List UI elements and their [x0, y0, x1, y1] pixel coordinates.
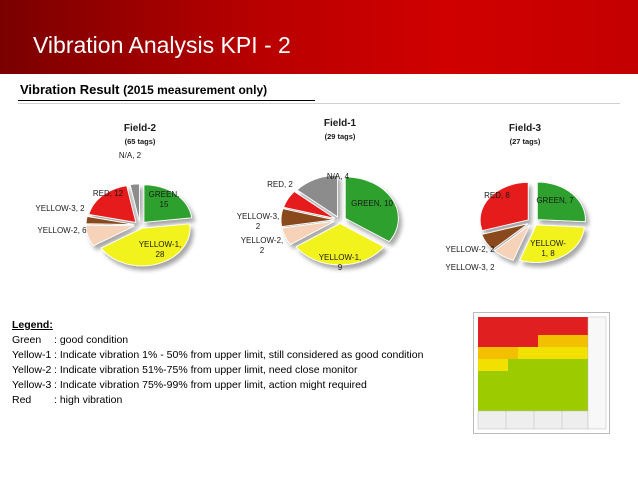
page-title: Vibration Analysis KPI - 2: [33, 32, 291, 58]
pie-slice-na: [129, 183, 140, 222]
legend-text: : high vibration: [54, 394, 123, 406]
pie-data-label: GREEN, 10: [351, 199, 393, 208]
pie-data-label: YELLOW-3, 2: [35, 204, 85, 213]
legend-text: : good condition: [54, 334, 129, 346]
legend-key: Yellow-1: [12, 349, 52, 361]
pie-title: Field-1: [324, 118, 357, 129]
pie-chart-field-2: Field-2 (65 tags) GREEN, 15 YELLOW-1, 28 YELLO…: [35, 123, 193, 267]
pie-slice-yellow3: [280, 208, 335, 227]
pie-slices: [280, 174, 399, 266]
pie-data-label: YELLOW-1, 8: [530, 239, 566, 258]
pie-slice-green: [344, 176, 399, 243]
pie-data-label: YELLOW-2, 6: [37, 226, 87, 235]
pie-slice-yellow: [295, 223, 385, 266]
legend-row-yellow3: Yellow-3: Indicate vibration 75%-99% fro…: [12, 378, 423, 393]
legend-row-red: Red : high vibration: [12, 393, 423, 408]
pie-data-label: GREEN, 15: [149, 190, 180, 209]
pie-data-label: YELLOW-3, 2: [237, 212, 280, 231]
legend-row-yellow1: Yellow-1: Indicate vibration 1% - 50% fr…: [12, 348, 423, 363]
pie-title: Field-2: [124, 123, 157, 134]
pie-data-label: YELLOW-2, 2: [445, 245, 495, 254]
vibration-severity-table-image: [473, 312, 610, 434]
pie-data-label: YELLOW-3, 2: [445, 263, 495, 272]
legend-row-yellow2: Yellow-2: Indicate vibration 51%-75% fro…: [12, 363, 423, 378]
pie-data-label: RED, 2: [267, 180, 293, 189]
pie-data-label: YELLOW-1, 28: [139, 240, 182, 259]
pie-data-label: YELLOW-2, 2: [241, 236, 284, 255]
pie-chart-field-3: Field-3 (27 tags) GREEN, 7 YELLOW-1, 8 YELLO…: [445, 123, 586, 272]
legend-key: Yellow-2: [12, 364, 52, 376]
pie-data-label: YELLOW-1, 9: [319, 253, 362, 272]
legend: Legend: Green: good condition Yellow-1: …: [12, 318, 423, 408]
pie-data-label: N/A, 4: [327, 172, 350, 181]
chart-frame-line: [18, 103, 620, 104]
pie-slice-green: [536, 181, 586, 223]
legend-text: : Indicate vibration 1% - 50% from upper…: [54, 349, 424, 361]
legend-key: Yellow-3: [12, 379, 52, 391]
pie-slice-yellow3: [85, 216, 135, 225]
legend-text: : Indicate vibration 51%-75% from upper …: [54, 364, 358, 376]
pie-slice-red: [479, 182, 529, 232]
legend-key: Red: [12, 394, 32, 406]
pie-title: Field-3: [509, 123, 542, 134]
pie-subtitle: (29 tags): [325, 132, 356, 141]
pie-chart-field-1: Field-1 (29 tags) GREEN, 10 YELLOW-1, 9 YELLO…: [237, 118, 399, 272]
severity-table-graphic: [477, 316, 607, 430]
pie-subtitle: (65 tags): [125, 137, 156, 146]
section-subtitle: Vibration Result (2015 measurement only): [20, 82, 267, 97]
pie-slice-yellow: [100, 223, 191, 267]
pie-slice-yellow2: [281, 220, 335, 246]
header-banner: Vibration Analysis KPI - 2: [0, 0, 638, 74]
pie-slices: [479, 181, 586, 263]
pie-slice-yellow2: [494, 224, 531, 261]
legend-title: Legend:: [12, 319, 53, 331]
pie-data-label: GREEN, 7: [536, 196, 574, 205]
pie-slice-red: [283, 191, 335, 219]
legend-text: : Indicate vibration 75%-99% from upper …: [54, 379, 367, 391]
subtitle-underline: [18, 100, 315, 101]
pie-slices: [85, 183, 193, 267]
pie-data-label: RED, 8: [484, 191, 510, 200]
pie-charts: Field-2 (65 tags) GREEN, 15 YELLOW-1, 28 YELLO…: [35, 118, 586, 272]
subtitle-note: (2015 measurement only): [123, 83, 268, 97]
pie-slice-yellow3: [481, 223, 529, 251]
pie-slice-na: [296, 174, 338, 218]
pie-slice-green: [143, 184, 193, 223]
pie-data-label: RED, 12: [93, 189, 124, 198]
legend-row-green: Green : good condition: [12, 333, 423, 348]
subtitle-main: Vibration Result: [20, 82, 120, 97]
pie-slice-yellow2: [85, 224, 135, 247]
legend-key: Green: [12, 334, 42, 346]
pie-slice-yellow: [519, 224, 585, 263]
pie-data-label: N/A, 2: [119, 151, 142, 160]
pie-slice-red: [88, 185, 137, 223]
pie-subtitle: (27 tags): [510, 137, 541, 146]
